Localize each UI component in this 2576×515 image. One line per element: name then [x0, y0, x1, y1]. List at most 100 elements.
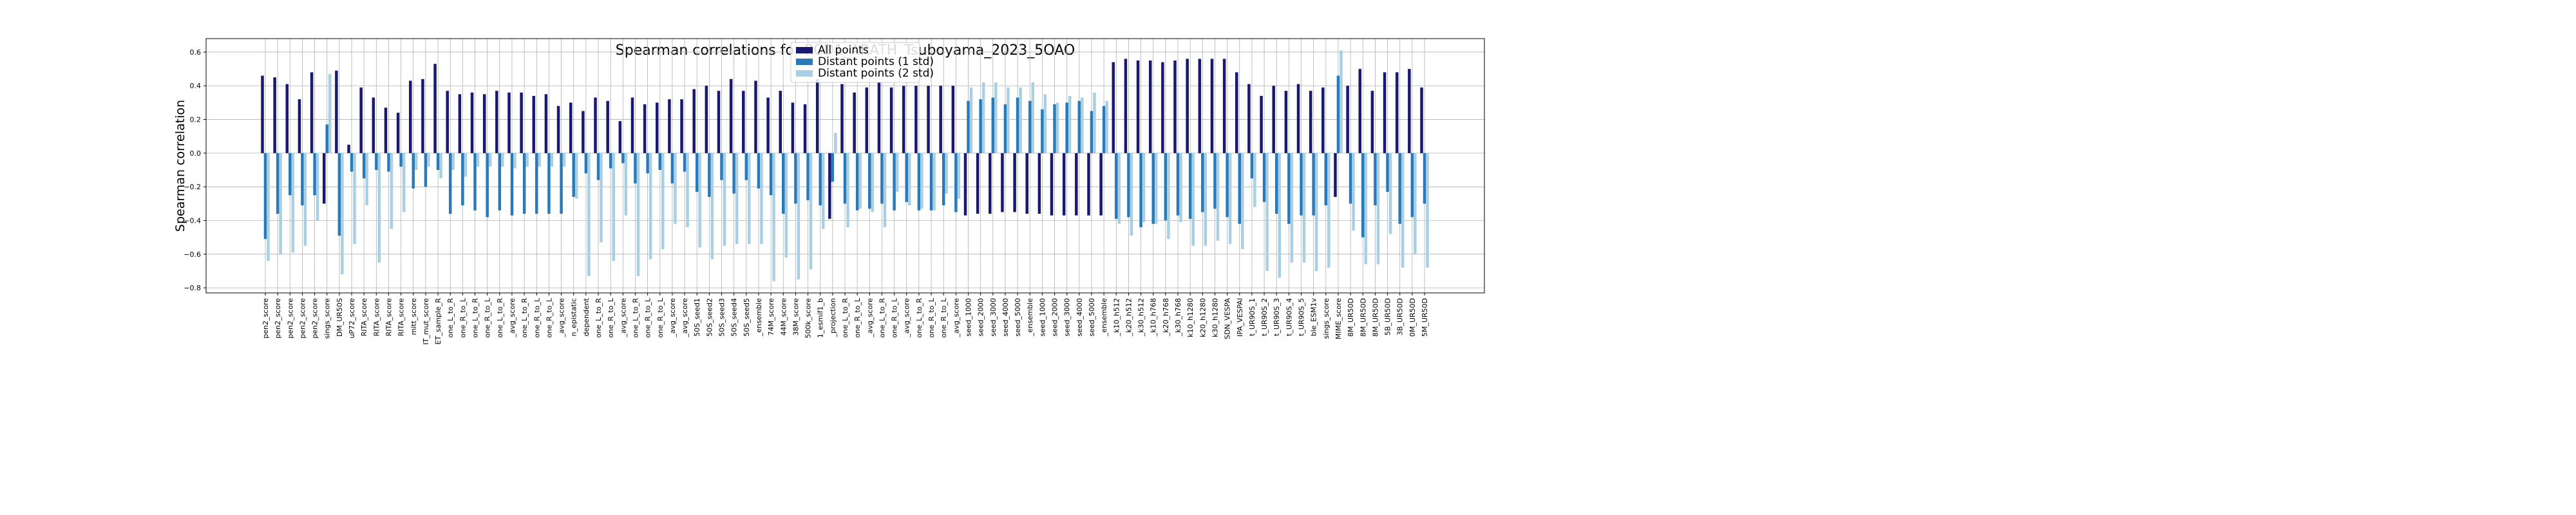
- x-tick-label: ble_ESM1v: [1310, 298, 1318, 337]
- bar-distant-1std: [1336, 75, 1340, 153]
- bar-distant-1std: [695, 153, 699, 192]
- bar-distant-1std: [1262, 153, 1266, 202]
- x-tick-label: 50S_seed4: [730, 298, 739, 337]
- bar-all-points: [680, 99, 683, 153]
- bar-all-points: [1272, 86, 1275, 153]
- bar-distant-2std: [957, 153, 961, 199]
- bar-distant-1std: [1041, 109, 1044, 153]
- bar-all-points: [298, 99, 301, 153]
- x-tick-label: one_R_to_L: [644, 297, 652, 338]
- y-axis-ticks: −0.8 −0.6 −0.4 −0.2 0.0 0.2 0.4 0.6: [184, 48, 206, 292]
- bar-distant-1std: [929, 153, 933, 211]
- bar-distant-1std: [412, 153, 415, 189]
- bar-distant-1std: [1324, 153, 1328, 205]
- bar-distant-2std: [1007, 87, 1010, 153]
- bar-distant-1std: [436, 153, 440, 171]
- x-tick-label: one_L_to_R: [915, 298, 923, 338]
- bar-distant-2std: [587, 153, 591, 276]
- bar-all-points: [1370, 91, 1374, 153]
- x-tick-label: one_R_to_L: [927, 297, 936, 338]
- bar-distant-2std: [1093, 92, 1096, 153]
- bar-distant-1std: [522, 153, 526, 214]
- x-tick-label: seed_5000: [1014, 298, 1022, 337]
- bar-distant-1std: [362, 153, 366, 179]
- bar-distant-1std: [967, 100, 970, 153]
- bar-distant-2std: [526, 153, 529, 167]
- bar-all-points: [902, 86, 905, 153]
- bar-distant-2std: [821, 153, 825, 229]
- bar-distant-2std: [267, 153, 270, 261]
- x-tick-label: one_R_to_L: [853, 297, 862, 338]
- bar-all-points: [1124, 59, 1128, 153]
- bar-all-points: [507, 92, 511, 153]
- bar-distant-1std: [1090, 111, 1094, 153]
- bar-distant-2std: [686, 153, 689, 227]
- bar-distant-1std: [1300, 153, 1303, 216]
- bar-distant-1std: [843, 153, 847, 204]
- x-tick-label: seed_2000: [977, 298, 985, 337]
- bar-all-points: [273, 77, 276, 153]
- bar-distant-1std: [1238, 153, 1242, 224]
- bar-distant-1std: [954, 153, 958, 212]
- x-tick-label: one_R_to_L: [459, 297, 467, 338]
- x-tick-label: seed_1000: [964, 298, 972, 337]
- x-tick-label: _k30_h768: [1174, 298, 1182, 337]
- bar-all-points: [618, 121, 622, 153]
- bar-distant-2std: [858, 153, 862, 209]
- bar-all-points: [1013, 153, 1016, 212]
- x-tick-label: dependent: [582, 297, 591, 336]
- bar-distant-2std: [661, 153, 665, 249]
- bar-distant-2std: [600, 153, 603, 243]
- bar-distant-2std: [341, 153, 344, 275]
- bar-distant-1std: [868, 153, 871, 209]
- bar-distant-1std: [350, 153, 354, 172]
- bar-distant-2std: [797, 153, 800, 280]
- bar-distant-1std: [1361, 153, 1365, 238]
- x-tick-label: _k20_h768: [1162, 298, 1170, 337]
- bar-distant-2std: [316, 153, 319, 221]
- legend-box: [790, 42, 920, 83]
- bar-distant-2std: [723, 153, 726, 246]
- y-tick-label: 0.6: [190, 48, 202, 57]
- bar-distant-1std: [1139, 153, 1142, 227]
- bar-distant-2std: [945, 153, 948, 194]
- bar-all-points: [1296, 84, 1300, 153]
- bar-distant-1std: [757, 153, 761, 189]
- bar-distant-1std: [498, 153, 502, 211]
- x-tick-label: seed_1000: [1038, 298, 1046, 337]
- bar-all-points: [446, 91, 449, 153]
- x-tick-label: one_L_to_R: [520, 298, 529, 338]
- bar-all-points: [569, 102, 573, 153]
- bar-all-points: [285, 84, 289, 153]
- bar-all-points: [1087, 153, 1090, 216]
- bar-all-points: [803, 104, 807, 153]
- bar-distant-2std: [451, 153, 455, 171]
- x-tick-label: _avg_score: [866, 298, 874, 338]
- bar-all-points: [939, 86, 942, 153]
- y-tick-label: −0.2: [184, 183, 201, 191]
- x-tick-label: one_R_to_L: [940, 297, 948, 338]
- bar-distant-1std: [596, 153, 600, 180]
- y-tick-label: 0.4: [190, 82, 202, 90]
- bar-distant-1std: [486, 153, 489, 218]
- x-tick-label: DM_UR50S: [336, 298, 344, 337]
- x-tick-label: 3B_UR50D: [1396, 298, 1405, 335]
- bar-all-points: [544, 94, 548, 153]
- bar-all-points: [1222, 59, 1226, 153]
- bar-distant-2std: [1352, 153, 1355, 231]
- x-tick-label: _k10_h512: [1112, 298, 1121, 337]
- x-tick-label: 38M_score: [791, 298, 800, 336]
- legend-label: Distant points (1 std): [818, 55, 934, 68]
- bar-all-points: [963, 153, 967, 216]
- x-tick-label: seed_4000: [1001, 298, 1010, 337]
- bar-distant-1std: [819, 153, 822, 205]
- bar-distant-2std: [303, 153, 307, 246]
- bar-distant-2std: [1167, 153, 1170, 239]
- legend-swatch: [796, 59, 813, 65]
- bar-distant-1std: [1201, 153, 1204, 212]
- bar-distant-1std: [720, 153, 723, 180]
- x-tick-label: _projection: [829, 298, 837, 337]
- bar-all-points: [1050, 153, 1054, 216]
- x-tick-label: 5M_UR50D: [1421, 298, 1429, 337]
- legend-label: All points: [818, 44, 869, 57]
